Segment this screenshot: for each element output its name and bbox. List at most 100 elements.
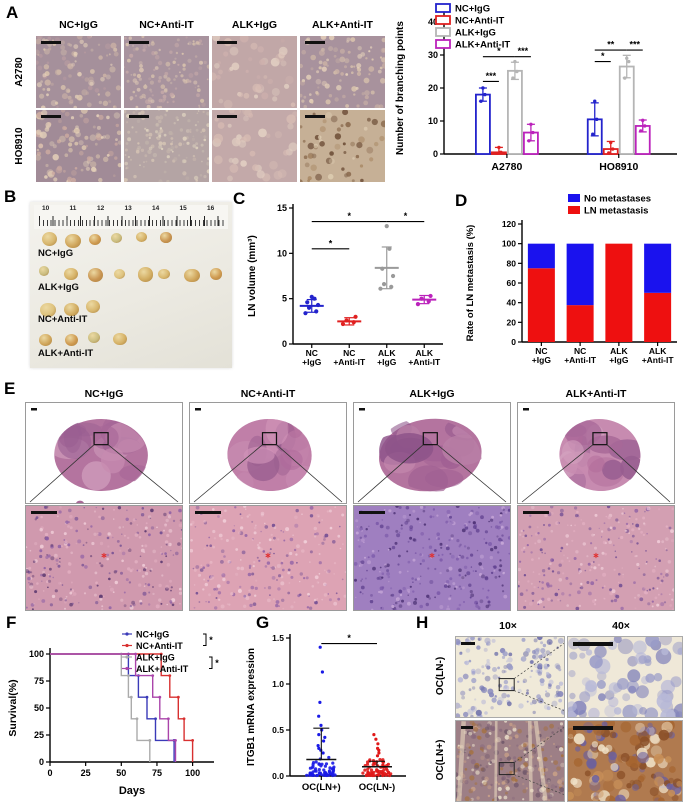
panel-h-row-label-ln-neg: OC(LN-)	[435, 656, 446, 696]
panel-f-label: F	[6, 613, 17, 632]
svg-text:ALK: ALK	[416, 348, 434, 358]
svg-text:NC: NC	[535, 346, 547, 356]
svg-text:+Anti-IT: +Anti-IT	[564, 355, 597, 365]
micrograph-ho8910-nc-anti-it	[124, 110, 209, 182]
svg-text:+Anti-IT: +Anti-IT	[642, 355, 675, 365]
svg-text:40: 40	[428, 17, 438, 27]
svg-text:**: **	[607, 40, 615, 50]
group-label: ALK+Anti-IT	[38, 348, 94, 359]
svg-text:OC(LN-): OC(LN-)	[359, 782, 395, 793]
svg-text:+Anti-IT: +Anti-IT	[333, 357, 366, 367]
ruler-number: 10	[42, 205, 50, 212]
svg-text:30: 30	[428, 50, 438, 60]
group-label: ALK+IgG	[38, 282, 79, 293]
column-header: ALK+IgG	[231, 19, 278, 31]
itgb1-expression-chart: 0.0 0.5 1.0 1.5 ITGB1 mRNA expression OC(LN+)…	[242, 624, 417, 807]
svg-text:75: 75	[34, 676, 44, 686]
panel-g-label: G	[256, 613, 270, 632]
svg-text:100: 100	[502, 239, 516, 249]
panel-d-label: D	[455, 191, 468, 210]
he-zoom-alk-igg: ∗	[353, 505, 511, 611]
ruler-minor-ticks	[39, 220, 225, 226]
lymph-node	[209, 268, 223, 280]
panel-e-headers: NC+IgG NC+Anti-IT ALK+IgG ALK+Anti-IT	[25, 388, 685, 400]
svg-text:*: *	[329, 238, 333, 248]
svg-text:***: ***	[486, 71, 497, 81]
panel-a-row-label-a2780: A2780	[14, 57, 25, 87]
lymph-node	[111, 233, 122, 244]
lymph-node	[158, 268, 170, 280]
svg-text:*: *	[215, 658, 219, 668]
ruler-number: 13	[124, 205, 132, 212]
svg-text:+IgG: +IgG	[302, 357, 322, 367]
panel-h-row-label-ln-pos: OC(LN+)	[435, 739, 446, 781]
svg-text:100: 100	[29, 649, 44, 659]
panel-a-label: A	[6, 3, 19, 22]
he-section-alk-anti-it	[517, 402, 675, 504]
svg-text:ITGB1 mRNA expression: ITGB1 mRNA expression	[246, 648, 257, 766]
svg-text:50: 50	[34, 703, 44, 713]
ruler-number: 16	[207, 205, 215, 212]
svg-text:120: 120	[502, 219, 516, 229]
ln-volume-chart: 0 5 10 15 LN volume (mm³) NC +IgG NC +Anti-IT ALK…	[243, 194, 453, 387]
micrograph-a2780-alk-anti-it	[300, 36, 385, 108]
svg-text:25: 25	[34, 730, 44, 740]
column-header: NC+IgG	[84, 388, 124, 400]
svg-text:A2780: A2780	[491, 161, 522, 173]
he-section-alk-igg	[353, 402, 511, 504]
svg-text:OC(LN+): OC(LN+)	[302, 782, 341, 793]
svg-text:***: ***	[629, 40, 640, 50]
lymph-node	[88, 332, 101, 344]
column-header: ALK+IgG	[409, 388, 455, 400]
svg-text:HO8910: HO8910	[599, 161, 638, 173]
svg-text:∗: ∗	[429, 551, 436, 560]
svg-text:*: *	[497, 46, 501, 56]
svg-text:20: 20	[507, 317, 517, 327]
svg-text:*: *	[209, 635, 213, 645]
lymph-node	[113, 268, 125, 279]
lymph-node	[89, 233, 102, 245]
svg-text:+IgG: +IgG	[532, 355, 552, 365]
lymph-node	[63, 267, 78, 281]
lymph-node	[40, 302, 56, 317]
svg-text:0: 0	[39, 757, 44, 767]
lymph-node	[113, 332, 127, 346]
column-header: NC+IgG	[59, 19, 98, 31]
magnification-header: 40×	[612, 620, 630, 632]
svg-text:ALK+IgG: ALK+IgG	[455, 28, 496, 39]
ruler-number: 12	[97, 205, 105, 212]
ihc-oc-ln-neg-40x	[567, 636, 683, 718]
svg-text:0.5: 0.5	[272, 725, 284, 735]
svg-text:ALK: ALK	[649, 346, 667, 356]
micrograph-ho8910-alk-igg	[212, 110, 297, 182]
ihc-oc-ln-pos-40x	[567, 720, 683, 802]
svg-text:LN volume (mm³): LN volume (mm³)	[247, 235, 258, 317]
micrograph-a2780-nc-igg	[36, 36, 121, 108]
svg-text:0: 0	[433, 149, 438, 159]
lymph-node	[63, 302, 79, 317]
group-label: NC+Anti-IT	[38, 314, 88, 325]
svg-text:ALK: ALK	[610, 346, 628, 356]
svg-text:0.0: 0.0	[272, 771, 284, 781]
svg-text:NC+Anti-IT: NC+Anti-IT	[136, 641, 183, 651]
he-section-nc-igg	[25, 402, 183, 504]
svg-text:ALK+Anti-IT: ALK+Anti-IT	[455, 40, 510, 51]
svg-text:ALK: ALK	[378, 348, 396, 358]
svg-text:+IgG: +IgG	[609, 355, 629, 365]
ihc-oc-ln-pos-10x	[455, 720, 565, 802]
svg-text:0: 0	[282, 339, 287, 349]
ruler-number: 11	[69, 205, 77, 212]
micrograph-ho8910-alk-anti-it	[300, 110, 385, 182]
svg-text:Survival(%): Survival(%)	[7, 679, 19, 736]
svg-text:25: 25	[81, 768, 91, 778]
svg-text:No metastases: No metastases	[584, 194, 651, 205]
svg-text:*: *	[601, 51, 605, 61]
svg-text:40: 40	[507, 298, 517, 308]
panel-b-label: B	[4, 187, 17, 206]
column-header: ALK+Anti-IT	[565, 388, 627, 400]
svg-text:*: *	[347, 211, 351, 221]
lymph-node	[87, 268, 103, 283]
svg-text:0: 0	[47, 768, 52, 778]
he-zoom-nc-anti-it: ∗	[189, 505, 347, 611]
svg-text:***: ***	[518, 46, 529, 56]
